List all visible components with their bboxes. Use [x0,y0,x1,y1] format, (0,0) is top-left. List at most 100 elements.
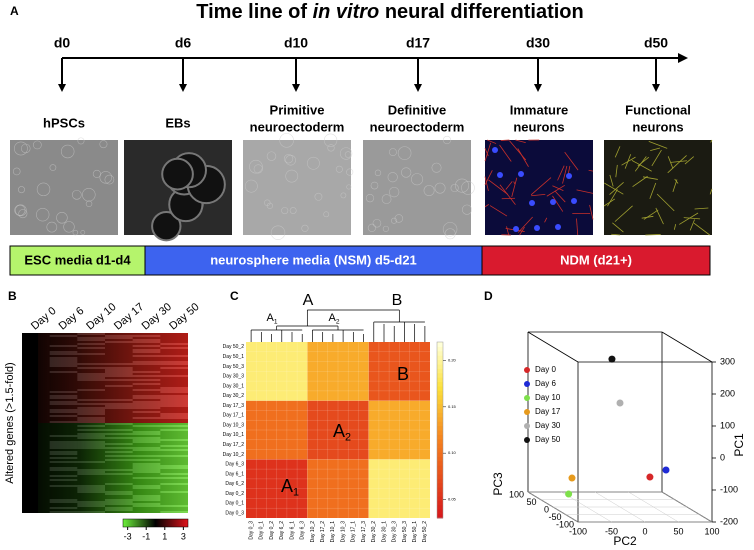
block-label-base: A [281,476,293,496]
texture [49,383,78,385]
texture [105,459,133,461]
texture [77,383,105,385]
texture [132,499,161,501]
texture [132,345,161,347]
texture [567,165,571,174]
texture [132,353,161,355]
texture [49,351,78,353]
texture [49,347,78,349]
texture [160,449,188,451]
texture [105,491,133,493]
texture [132,387,161,389]
texture [105,437,133,439]
texture [105,469,133,471]
texture [160,389,188,391]
colorbar-step [437,500,443,506]
texture [49,463,78,465]
texture [77,409,105,411]
texture [132,417,161,419]
texture [160,347,188,349]
media-bar [144,245,483,276]
texture [77,485,105,487]
texture [132,449,161,451]
texture [77,337,105,339]
row-label: Day 10_2 [223,452,245,458]
texture [49,371,78,373]
texture [105,389,133,391]
heatmap-block [307,400,369,460]
texture [36,208,50,222]
texture [709,188,713,195]
texture [77,423,105,425]
texture [77,399,105,401]
colorbar-step [437,359,443,365]
texture [132,431,161,433]
legend-marker [524,423,530,429]
pc1-tick-label: 300 [720,356,735,366]
texture [12,167,21,176]
colorbar-step [437,509,443,515]
colorbar-step [437,425,443,431]
texture [434,182,446,194]
texture [160,365,188,367]
texture [397,146,412,160]
texture [49,459,78,461]
texture [49,485,78,487]
colorbar-step [437,491,443,497]
colorbar-step [437,452,443,457]
day-label: d30 [526,35,550,51]
texture [683,217,701,220]
texture [160,457,188,459]
texture [132,509,161,511]
texture [160,379,188,381]
texture [105,479,133,481]
texture [77,463,105,465]
colorbar-step [437,390,443,396]
pc1-tick-label: -200 [720,516,738,526]
texture [557,165,565,181]
texture [132,415,161,417]
texture [105,497,133,499]
texture [160,465,188,467]
texture [77,361,105,363]
colorbar-step [437,412,443,418]
texture [160,371,188,373]
texture [253,164,263,174]
texture [160,485,188,487]
cluster-label-sub: 1 [274,318,278,325]
texture [160,505,188,507]
texture [650,147,661,152]
texture [515,139,526,144]
texture [105,359,133,361]
texture [105,431,133,433]
texture [307,156,320,170]
texture [77,341,105,343]
texture [499,144,512,162]
texture [49,495,78,497]
texture [132,469,161,471]
texture [77,477,105,479]
cluster-label-base: A [266,312,274,324]
texture [667,155,687,174]
texture [49,365,78,367]
texture [77,385,105,387]
texture [49,339,78,341]
texture [607,189,618,207]
column-label: Day 30_3 [392,521,398,543]
texture [160,473,188,475]
texture [105,443,133,445]
colorbar-step [437,421,443,427]
texture [160,447,188,449]
texture [160,455,188,457]
day-label: d0 [54,35,71,51]
texture [132,481,161,483]
texture [132,397,161,399]
texture [132,333,161,335]
texture [77,393,105,395]
texture [160,363,188,365]
colorbar-step [437,355,443,361]
texture [105,483,133,485]
block-label-base: B [397,364,409,384]
texture [160,435,188,437]
arrowhead [292,84,300,92]
